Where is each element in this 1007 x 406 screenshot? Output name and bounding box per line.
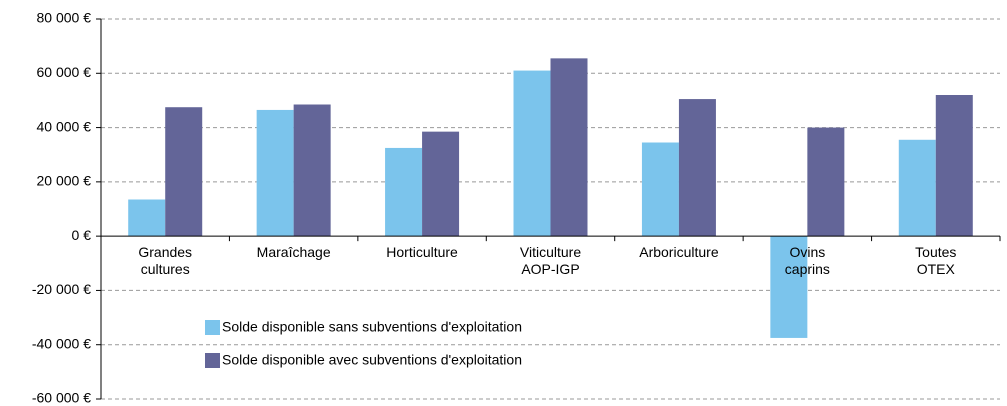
x-tick-label: Ovins caprins [785,244,830,277]
legend-swatch [205,353,220,368]
y-tick-label: -20 000 € [32,281,91,297]
bar [935,95,973,237]
bar [641,142,679,237]
bar [293,104,331,237]
y-tick-label: 40 000 € [37,118,92,134]
y-tick-label: 0 € [72,227,92,243]
y-tick-label: 80 000 € [37,10,92,26]
bar [678,99,716,237]
bar [807,127,845,237]
x-tick-label: Maraîchage [257,244,331,260]
y-tick-label: -40 000 € [32,335,91,351]
bar [385,147,423,237]
bar [898,139,936,237]
bar [128,199,166,237]
x-tick-label: Viticulture AOP-IGP [520,244,581,277]
y-tick-label: -60 000 € [32,390,91,406]
bar [422,131,460,237]
y-tick-label: 60 000 € [37,64,92,80]
legend-label: Solde disponible avec subventions d'expl… [222,352,522,368]
legend-label: Solde disponible sans subventions d'expl… [222,319,522,335]
x-tick-label: Toutes OTEX [915,244,956,277]
y-tick-label: 20 000 € [37,173,92,189]
bar [770,236,808,338]
bar [513,70,551,237]
x-tick-label: Grandes cultures [138,244,192,277]
legend-swatch [205,320,220,335]
bar [256,109,294,237]
x-tick-label: Arboriculture [639,244,719,260]
bar [165,107,203,237]
x-tick-label: Horticulture [386,244,458,260]
bar [550,58,588,237]
